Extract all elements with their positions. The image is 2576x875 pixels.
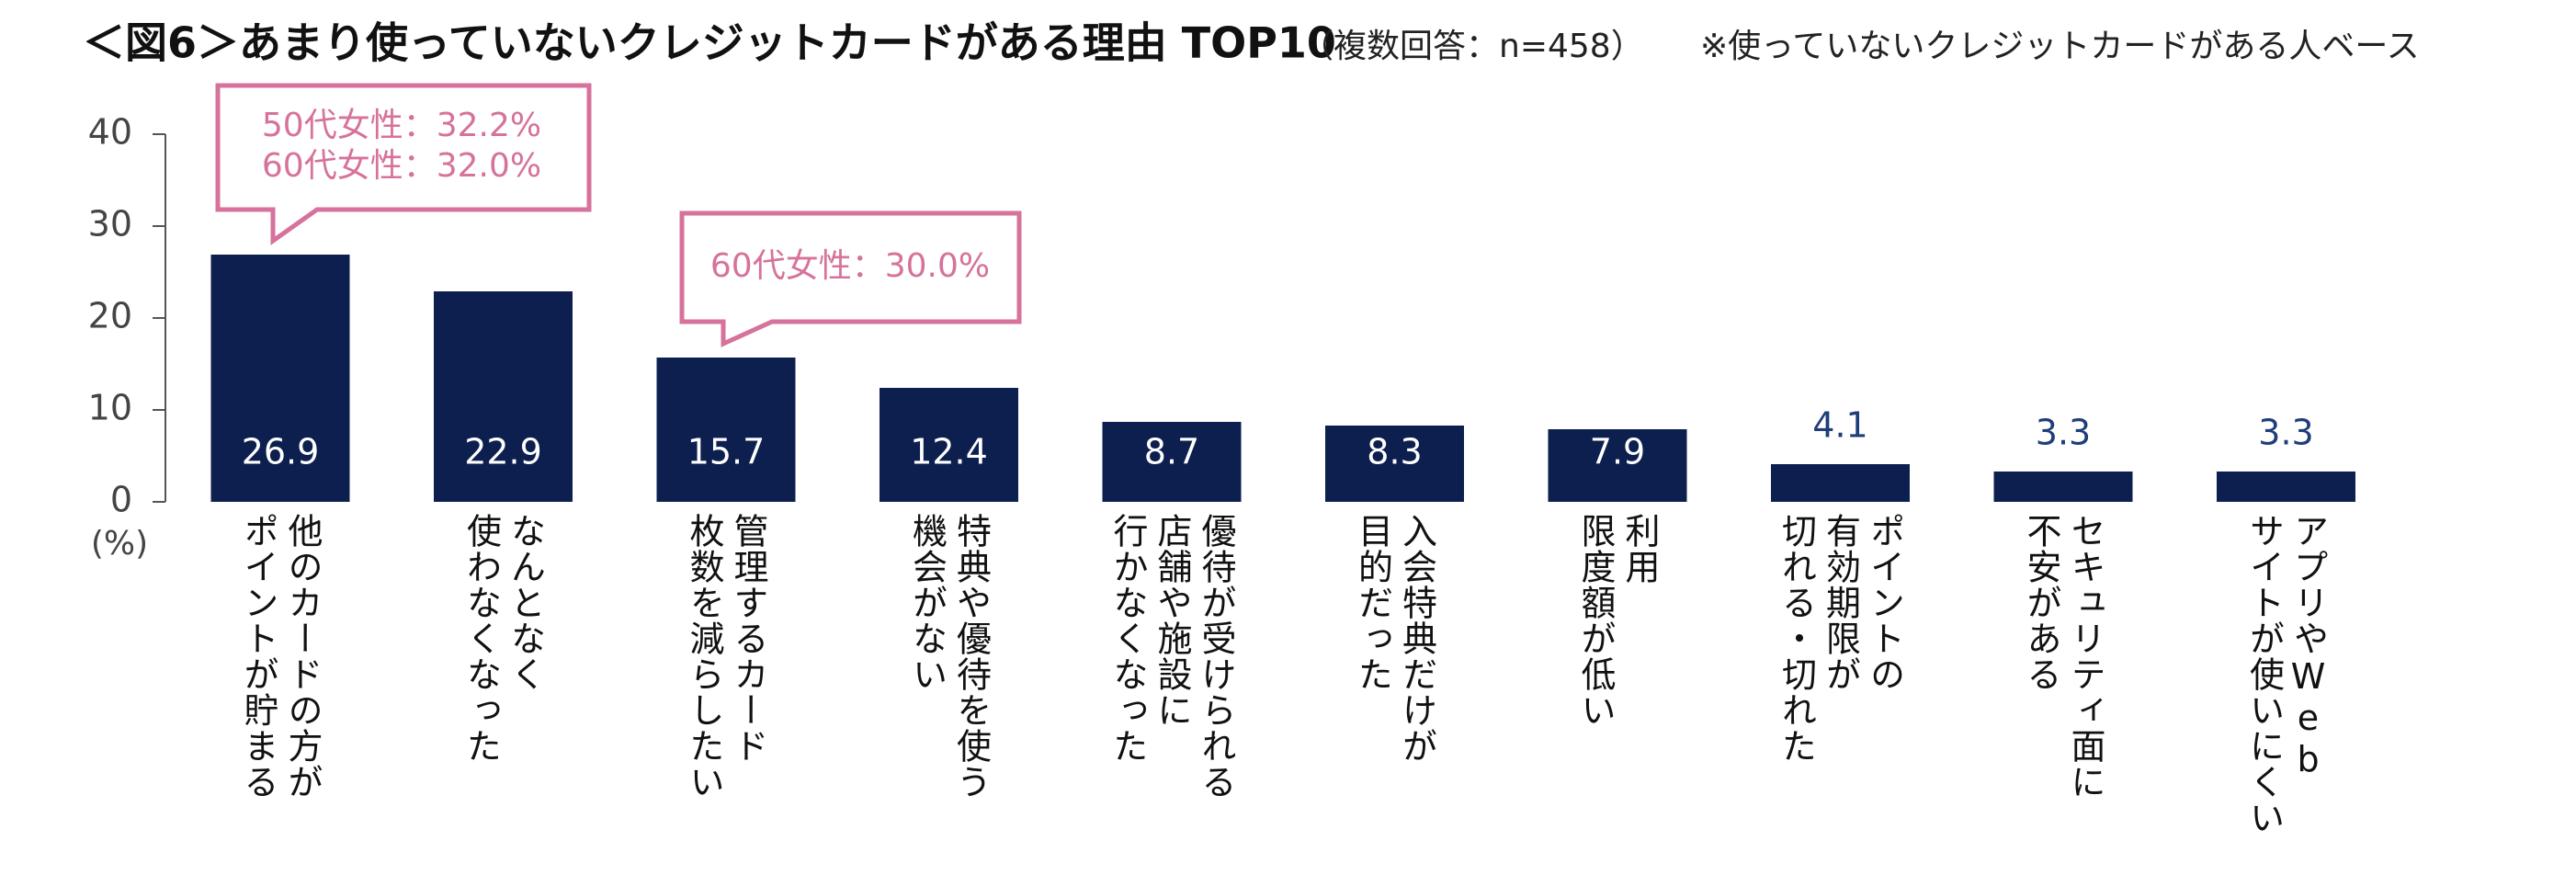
- bar: [434, 291, 573, 502]
- value-label: 26.9: [242, 432, 320, 472]
- y-tick-label: 20: [88, 296, 132, 336]
- x-tick-label: なんとなく 使わなくなった: [460, 513, 546, 764]
- callout: [679, 210, 1022, 347]
- y-tick-label: 0: [110, 480, 132, 520]
- value-label: 3.3: [2036, 413, 2091, 453]
- x-tick-label: 優待が受けられる 店舗や施設に 行かなくなった: [1107, 513, 1236, 800]
- x-tick-label: ポイントの 有効期限が 切れる・切れた: [1776, 513, 1905, 764]
- bar: [879, 388, 1018, 502]
- bar: [1548, 429, 1687, 502]
- x-tick-label: アプリやWeb サイトが使いにくい: [2243, 513, 2329, 835]
- callout-text: 50代女性：32.2%: [262, 107, 541, 144]
- callout-text: 60代女性：30.0%: [710, 247, 990, 285]
- bar: [210, 255, 350, 502]
- bar: [1771, 464, 1910, 502]
- bar: [1325, 426, 1464, 502]
- bar: [2217, 472, 2355, 502]
- chart-title: ＜図6＞あまり使っていないクレジットカードがある理由 TOP10: [83, 18, 1336, 68]
- callout: [215, 83, 592, 245]
- bar: [1102, 422, 1242, 502]
- value-label: 15.7: [687, 432, 766, 472]
- callout-text: 60代女性：32.0%: [262, 147, 541, 185]
- value-label: 3.3: [2258, 413, 2313, 453]
- chart-note: ※使っていないクレジットカードがある人ベース: [1700, 28, 2420, 65]
- x-tick-label: セキュリティ面に 不安がある: [2021, 513, 2105, 800]
- y-tick-label: 40: [88, 112, 132, 153]
- y-tick-label: 30: [88, 204, 132, 244]
- x-tick-label: 入会特典だけが 目的だった: [1352, 513, 1437, 764]
- x-tick-label: 特典や優待を使う 機会がない: [906, 513, 992, 800]
- value-label: 8.3: [1367, 432, 1422, 472]
- bar: [1993, 472, 2133, 502]
- chart-subtitle: （複数回答：n=458）: [1300, 28, 1644, 65]
- value-label: 8.7: [1144, 432, 1199, 472]
- x-tick-label: 管理するカード 枚数を減らしたい: [684, 513, 768, 800]
- value-label: 4.1: [1812, 405, 1867, 446]
- y-tick-label: 10: [88, 388, 132, 428]
- x-tick-label: 利用 限度額が低い: [1575, 513, 1660, 728]
- bar: [656, 358, 796, 502]
- value-label: 22.9: [464, 432, 542, 472]
- value-label: 7.9: [1590, 432, 1645, 472]
- y-axis-label: (%): [91, 525, 148, 562]
- x-tick-label: 他のカードの方が ポイントが貯まる: [238, 513, 323, 800]
- value-label: 12.4: [910, 432, 988, 472]
